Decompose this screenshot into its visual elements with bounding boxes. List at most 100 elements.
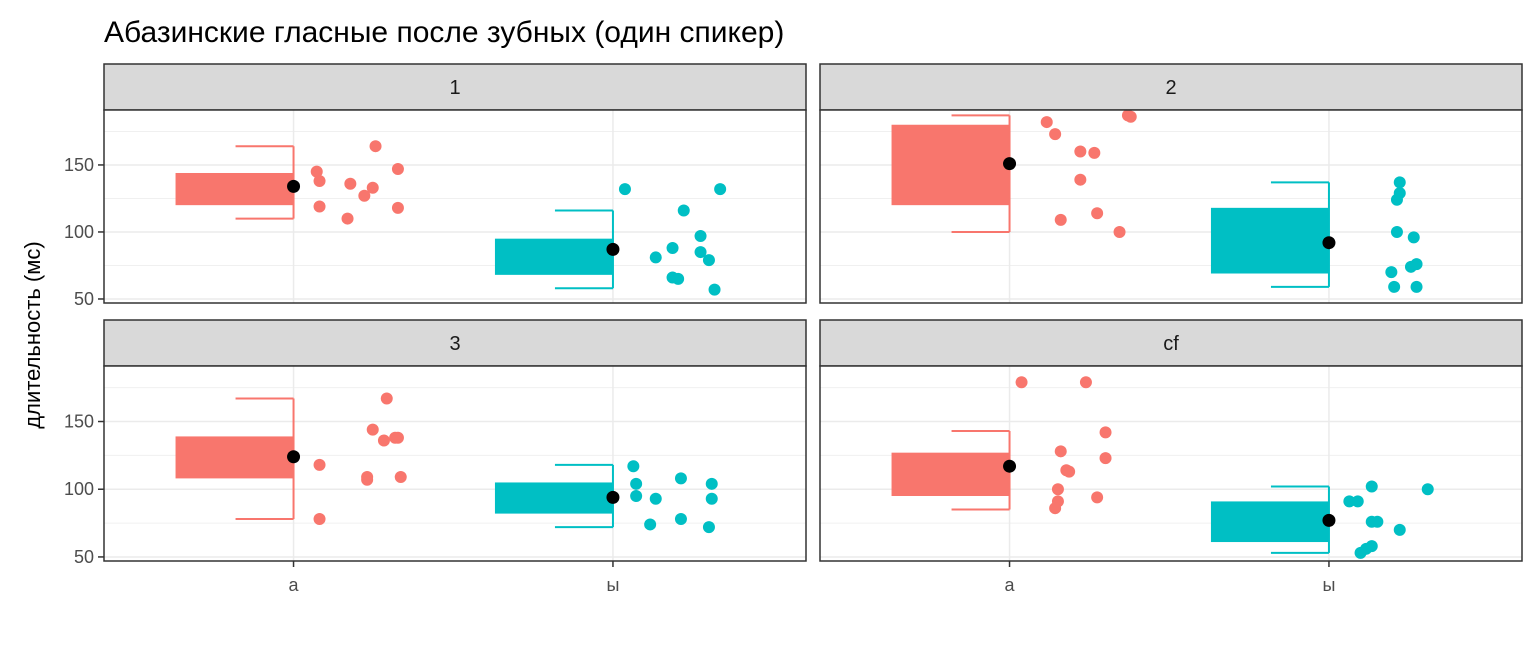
- data-point: [674, 472, 687, 485]
- iqr-bar: [494, 238, 613, 275]
- facet-strip: [819, 319, 1523, 367]
- panel-border: [819, 365, 1523, 562]
- data-point: [1393, 523, 1406, 536]
- mean-point: [287, 450, 301, 464]
- x-tick-label: a: [289, 575, 300, 595]
- data-point: [1091, 491, 1104, 504]
- data-point: [649, 251, 662, 264]
- group-a: [891, 376, 1112, 515]
- data-point: [1410, 258, 1423, 271]
- data-point: [677, 204, 690, 217]
- data-point: [341, 212, 354, 225]
- iqr-bar: [1210, 207, 1329, 274]
- y-tick-label: 150: [64, 155, 94, 175]
- data-point: [666, 242, 679, 255]
- data-point: [694, 229, 707, 242]
- mean-point: [606, 242, 620, 256]
- data-point: [708, 283, 721, 296]
- data-point: [1099, 426, 1112, 439]
- data-point: [1343, 495, 1356, 508]
- data-point: [1054, 213, 1067, 226]
- data-point: [394, 471, 407, 484]
- panel-background: [104, 110, 806, 303]
- data-point: [644, 518, 657, 531]
- x-tick-label: a: [1005, 575, 1016, 595]
- data-point: [391, 162, 404, 175]
- group-y: [494, 460, 718, 534]
- data-point: [1091, 207, 1104, 220]
- facet-label: 1: [449, 77, 460, 99]
- data-point: [1385, 266, 1398, 279]
- y-axis-title: длительность (мс): [20, 241, 45, 428]
- mean-point: [1003, 157, 1017, 171]
- data-point: [1354, 546, 1367, 559]
- data-point: [1390, 193, 1403, 206]
- mean-point: [606, 490, 620, 504]
- data-point: [674, 513, 687, 526]
- data-point: [1371, 515, 1384, 528]
- data-point: [1049, 128, 1062, 141]
- data-point: [705, 477, 718, 490]
- data-point: [1365, 480, 1378, 493]
- data-point: [694, 246, 707, 259]
- panel-border: [819, 109, 1523, 304]
- data-point: [1351, 495, 1364, 508]
- y-tick-label: 100: [64, 222, 94, 242]
- data-point: [1388, 280, 1401, 293]
- data-point: [366, 181, 379, 194]
- data-point: [714, 183, 727, 196]
- facet-panel: cf a ы: [819, 319, 1523, 595]
- data-point: [377, 434, 390, 447]
- x-tick-label: ы: [1322, 575, 1335, 595]
- group-y: [1210, 480, 1434, 559]
- y-tick-label: 100: [64, 479, 94, 499]
- data-point: [627, 460, 640, 473]
- data-point: [1365, 540, 1378, 553]
- facet-strip: [103, 63, 807, 111]
- iqr-bar: [175, 172, 294, 206]
- data-point: [630, 477, 643, 490]
- y-tick-label: 150: [64, 412, 94, 432]
- facet-panel: 3 50 100 150 a ы: [64, 319, 807, 595]
- data-point: [391, 431, 404, 444]
- data-point: [313, 513, 326, 526]
- mean-point: [1322, 236, 1336, 250]
- facet-label: 3: [449, 333, 460, 355]
- facet-strip: [819, 63, 1523, 111]
- data-point: [672, 272, 685, 285]
- data-point: [361, 473, 374, 486]
- mean-point: [1322, 513, 1336, 527]
- group-a: [891, 109, 1137, 238]
- y-tick-label: 50: [74, 289, 94, 309]
- mean-point: [1003, 459, 1017, 473]
- data-point: [1088, 146, 1101, 159]
- data-point: [310, 165, 323, 178]
- data-point: [1410, 280, 1423, 293]
- data-point: [366, 423, 379, 436]
- iqr-bar: [175, 436, 294, 479]
- facet-label: 2: [1165, 77, 1176, 99]
- data-point: [1054, 445, 1067, 458]
- data-point: [1124, 110, 1137, 123]
- data-point: [1407, 231, 1420, 244]
- data-point: [705, 492, 718, 505]
- data-point: [1015, 376, 1028, 389]
- panel-border: [103, 365, 807, 562]
- iqr-bar: [891, 452, 1010, 496]
- data-point: [702, 254, 715, 267]
- data-point: [380, 392, 393, 405]
- data-point: [1099, 452, 1112, 465]
- panel-border: [103, 109, 807, 304]
- group-y: [494, 183, 727, 296]
- chart-title: Абазинские гласные после зубных (один сп…: [104, 16, 784, 49]
- x-tick-label: ы: [606, 575, 619, 595]
- group-y: [1210, 176, 1423, 293]
- data-point: [1074, 145, 1087, 158]
- iqr-bar: [891, 124, 1010, 206]
- data-point: [1063, 465, 1076, 478]
- data-point: [369, 140, 382, 153]
- data-point: [1079, 376, 1092, 389]
- facet-strip: [103, 319, 807, 367]
